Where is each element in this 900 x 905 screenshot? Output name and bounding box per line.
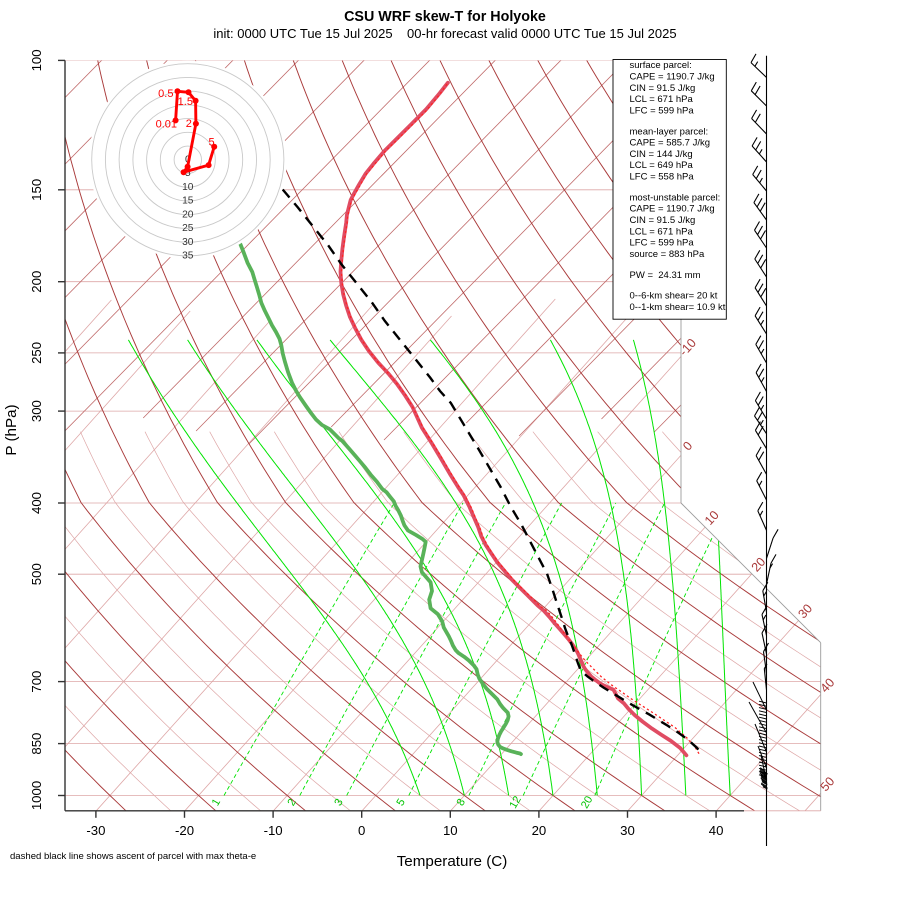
svg-text:1: 1 [210,797,223,808]
svg-text:CIN = 91.5 J/kg: CIN = 91.5 J/kg [630,83,696,94]
svg-text:0--1-km shear= 10.9 kt: 0--1-km shear= 10.9 kt [630,302,726,313]
svg-text:0--6-km shear= 20 kt: 0--6-km shear= 20 kt [630,291,718,302]
svg-text:CIN = 144 J/kg: CIN = 144 J/kg [630,149,693,160]
svg-text:most-unstable parcel:: most-unstable parcel: [630,192,721,203]
svg-text:CAPE = 1190.7 J/kg: CAPE = 1190.7 J/kg [630,72,715,83]
svg-text:10: 10 [702,508,722,528]
svg-text:0.5: 0.5 [158,88,173,100]
svg-text:15: 15 [182,196,194,207]
svg-text:500: 500 [29,563,44,585]
svg-text:LFC = 599 hPa: LFC = 599 hPa [630,105,695,116]
svg-text:20: 20 [579,794,596,811]
svg-text:850: 850 [29,733,44,755]
svg-text:150: 150 [29,179,44,201]
svg-text:12: 12 [507,794,524,811]
svg-text:PW = 24.31 mm: PW = 24.31 mm [630,270,701,281]
svg-text:40: 40 [818,676,838,696]
svg-text:200: 200 [29,271,44,293]
svg-text:35: 35 [182,251,194,262]
svg-text:Temperature (C): Temperature (C) [397,853,508,870]
svg-text:LCL = 649 hPa: LCL = 649 hPa [630,160,694,171]
svg-text:-20: -20 [175,823,194,838]
svg-text:CAPE = 1190.7 J/kg: CAPE = 1190.7 J/kg [630,204,715,215]
svg-text:5: 5 [394,797,407,808]
svg-text:20: 20 [749,555,769,575]
svg-text:5: 5 [208,136,214,148]
svg-text:0: 0 [358,823,365,838]
svg-text:25: 25 [182,223,194,234]
svg-text:0.01: 0.01 [156,119,177,131]
svg-text:300: 300 [29,400,44,422]
svg-text:P (hPa): P (hPa) [3,404,20,455]
svg-text:LFC = 599 hPa: LFC = 599 hPa [630,238,695,249]
svg-text:1.5: 1.5 [178,96,193,108]
svg-text:3: 3 [332,797,345,808]
svg-text:CSU WRF skew-T for Holyoke: CSU WRF skew-T for Holyoke [344,9,546,25]
svg-text:30: 30 [620,823,635,838]
svg-text:50: 50 [818,774,838,794]
svg-text:source = 883 hPa: source = 883 hPa [630,249,705,260]
svg-text:CIN = 91.5 J/kg: CIN = 91.5 J/kg [630,215,696,226]
svg-text:20: 20 [182,209,194,220]
svg-text:mean-layer parcel:: mean-layer parcel: [630,126,709,137]
svg-text:2: 2 [186,118,192,130]
svg-text:30: 30 [795,601,815,621]
svg-text:1000: 1000 [29,781,44,810]
svg-text:dashed black line shows ascent: dashed black line shows ascent of parcel… [10,851,256,862]
svg-text:LCL = 671 hPa: LCL = 671 hPa [630,226,694,237]
svg-text:250: 250 [29,342,44,364]
svg-text:10: 10 [182,182,194,193]
svg-text:-10: -10 [264,823,283,838]
svg-text:100: 100 [29,49,44,71]
svg-text:20: 20 [532,823,547,838]
svg-text:8: 8 [455,797,468,808]
svg-text:5: 5 [185,168,191,179]
svg-text:30: 30 [182,237,194,248]
svg-text:-30: -30 [86,823,105,838]
svg-text:LCL = 671 hPa: LCL = 671 hPa [630,94,694,105]
svg-text:40: 40 [709,823,724,838]
svg-text:init: 0000 UTC Tue 15 Jul 2025: init: 0000 UTC Tue 15 Jul 2025 00-hr for… [213,26,676,41]
svg-text:surface parcel:: surface parcel: [630,60,692,71]
svg-text:LFC = 558 hPa: LFC = 558 hPa [630,172,695,183]
svg-text:400: 400 [29,492,44,514]
svg-text:2: 2 [285,797,298,808]
svg-text:CAPE = 585.7 J/kg: CAPE = 585.7 J/kg [630,138,711,149]
svg-text:10: 10 [443,823,458,838]
svg-text:700: 700 [29,671,44,693]
